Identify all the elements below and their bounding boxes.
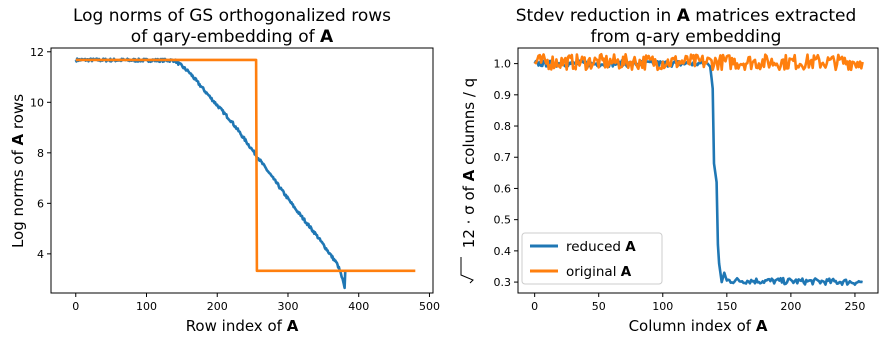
x-tick-label: 300 xyxy=(277,300,298,313)
x-tick-label: 400 xyxy=(348,300,369,313)
left-chart: Log norms of GS orthogonalized rows of q… xyxy=(9,6,440,335)
left-axes-frame xyxy=(50,47,434,294)
y-tick-label: 0.9 xyxy=(494,89,512,102)
y-tick-label: 0.5 xyxy=(494,214,512,227)
right-title-line2: from q-ary embedding xyxy=(591,27,782,47)
x-tick-label: 250 xyxy=(844,300,865,313)
x-tick-label: 0 xyxy=(72,300,79,313)
right-axes-frame xyxy=(517,47,879,294)
series-line-1 xyxy=(533,53,864,72)
y-tick-label: 4 xyxy=(37,248,44,261)
x-tick-label: 200 xyxy=(207,300,228,313)
y-tick-label: 12 xyxy=(30,46,44,59)
legend: reduced A original A xyxy=(521,232,663,285)
y-tick-label: 10 xyxy=(30,96,44,109)
series-line-1 xyxy=(75,58,416,273)
left-y-axis-label: Log norms of A rows xyxy=(9,94,27,248)
y-tick-label: 0.7 xyxy=(494,151,512,164)
y-tick-label: 0.8 xyxy=(494,120,512,133)
right-title-line1: Stdev reduction in A matrices extracted xyxy=(516,6,857,26)
left-title-line1: Log norms of GS orthogonalized rows xyxy=(73,6,391,26)
x-tick-label: 500 xyxy=(419,300,440,313)
right-chart: Stdev reduction in A matrices extracted … xyxy=(460,6,879,335)
legend-label-original: original A xyxy=(566,264,632,280)
legend-label-reduced: reduced A xyxy=(566,239,636,255)
x-tick-label: 100 xyxy=(652,300,673,313)
x-tick-label: 100 xyxy=(136,300,157,313)
svg-text:12 · σ of A columns / q: 12 · σ of A columns / q xyxy=(460,78,478,248)
series-line-0 xyxy=(74,57,347,290)
sqrt-sign xyxy=(460,257,474,284)
y-tick-label: 0.6 xyxy=(494,182,512,195)
x-tick-label: 200 xyxy=(780,300,801,313)
y-tick-label: 0.4 xyxy=(494,245,512,258)
left-x-axis-label: Row index of A xyxy=(186,317,299,335)
x-tick-label: 150 xyxy=(716,300,737,313)
y-tick-label: 6 xyxy=(37,197,44,210)
y-tick-label: 0.3 xyxy=(494,276,512,289)
x-tick-label: 0 xyxy=(531,300,538,313)
x-tick-label: 50 xyxy=(592,300,606,313)
y-tick-label: 8 xyxy=(37,147,44,160)
y-tick-label: 1.0 xyxy=(494,58,512,71)
left-title-line2: of qary-embedding of A xyxy=(131,27,334,47)
right-x-axis-label: Column index of A xyxy=(629,317,768,335)
right-y-axis-label: 12 · σ of A columns / q xyxy=(460,78,478,284)
